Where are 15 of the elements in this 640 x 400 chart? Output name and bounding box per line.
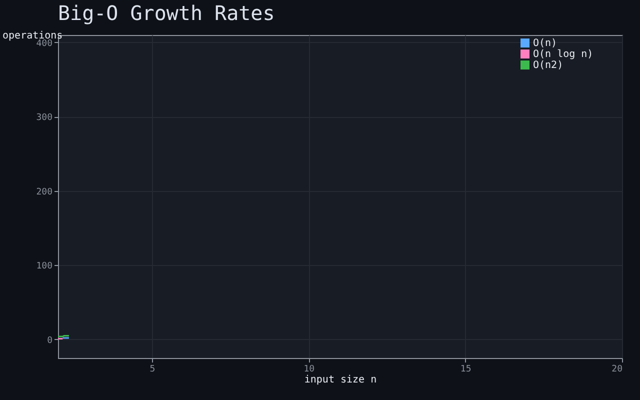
- y-tick-label: 400: [36, 38, 52, 49]
- y-tick-label: 200: [36, 187, 52, 198]
- legend-label: O(n log n): [533, 49, 594, 60]
- y-tick-label: 0: [47, 336, 52, 346]
- x-tick-label: 15: [460, 364, 472, 374]
- x-tick-label: 10: [304, 364, 315, 374]
- x-axis-title: input size n: [304, 374, 377, 386]
- chart-title: Big-O Growth Rates: [58, 1, 275, 25]
- legend-label: O(n): [533, 38, 558, 49]
- legend-label: O(n2): [533, 60, 564, 71]
- y-axis-title: operations: [2, 30, 63, 42]
- y-tick-label: 100: [36, 262, 52, 272]
- y-tick-label: 300: [36, 113, 52, 124]
- x-tick-label: 5: [150, 364, 156, 374]
- x-tick-label: 20: [612, 364, 622, 374]
